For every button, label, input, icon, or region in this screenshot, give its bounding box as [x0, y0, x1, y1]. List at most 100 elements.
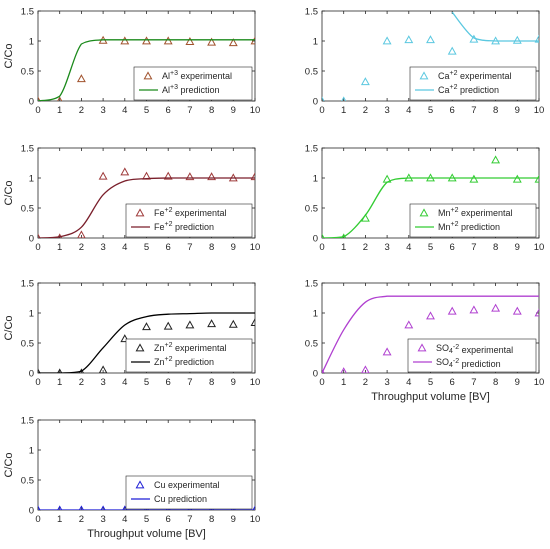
chart-panel-lower-left: 0 0.5 1 1.5 0 1 2 3 4 5 6 7 8 9 10 C/Co Zn+2 experimenta… [3, 279, 260, 389]
x-tick-label: 5 [144, 377, 149, 388]
y-tick-label: 0 [29, 234, 34, 245]
x-tick-label: 10 [250, 377, 261, 388]
x-tick-label: 7 [471, 242, 476, 253]
x-tick-label: 8 [493, 105, 498, 116]
prediction-line [322, 295, 539, 373]
experimental-point [207, 37, 217, 46]
x-tick-label: 2 [363, 377, 368, 388]
experimental-point [142, 322, 151, 331]
x-tick-label: 4 [122, 377, 127, 388]
x-tick-label: 5 [428, 377, 433, 388]
experimental-point [57, 96, 63, 101]
legend-entry-label: Mn+2 prediction [438, 221, 500, 232]
experimental-point [534, 34, 539, 43]
x-tick-label: 6 [450, 377, 455, 388]
legend-entry-label: Ca+2 prediction [438, 84, 499, 95]
experimental-point [426, 35, 435, 44]
x-tick-label: 1 [57, 377, 62, 388]
y-tick-label: 1 [313, 37, 318, 48]
experimental-point [512, 174, 522, 183]
experimental-point [98, 365, 108, 373]
x-tick-label: 5 [144, 242, 149, 253]
y-tick-label: 0.5 [305, 204, 318, 215]
experimental-point [404, 35, 414, 44]
x-tick-label: 2 [79, 105, 84, 116]
experimental-point [404, 320, 414, 329]
y-tick-label: 0 [313, 97, 318, 108]
x-tick-label: 6 [166, 242, 171, 253]
x-tick-label: 0 [35, 242, 40, 253]
chart-panel-top-left: 0 0.5 1 1.5 0 1 2 3 4 5 6 7 8 9 10 C/Co Al+3 experimenta… [3, 7, 260, 117]
experimental-point [76, 74, 86, 83]
x-tick-label: 0 [35, 377, 40, 388]
legend-entry-label: Zn+2 prediction [154, 356, 214, 367]
experimental-point [512, 306, 522, 315]
experimental-point [120, 36, 130, 45]
experimental-point [163, 321, 173, 330]
x-tick-label: 6 [450, 242, 455, 253]
x-tick-label: 1 [57, 242, 62, 253]
legend-entry-label: SO4-2 experimental [436, 343, 513, 355]
x-tick-label: 8 [209, 514, 214, 525]
y-tick-label: 0.5 [21, 67, 34, 78]
x-tick-label: 3 [384, 105, 389, 116]
x-tick-label: 10 [250, 514, 261, 525]
prediction-line [38, 39, 255, 101]
experimental-point [120, 167, 130, 176]
experimental-point [534, 308, 539, 317]
x-tick-label: 6 [450, 105, 455, 116]
y-tick-label: 0 [313, 369, 318, 380]
experimental-point [250, 36, 255, 45]
x-tick-label: 7 [471, 105, 476, 116]
experimental-point [382, 36, 392, 45]
x-tick-label: 10 [250, 242, 261, 253]
x-tick-label: 0 [319, 105, 324, 116]
x-tick-label: 7 [187, 377, 192, 388]
y-tick-label: 0.5 [21, 339, 34, 350]
legend-entry-label: Cu prediction [154, 494, 207, 504]
legend-box [125, 475, 253, 510]
x-tick-label: 1 [341, 242, 346, 253]
y-tick-label: 1 [29, 37, 34, 48]
y-tick-label: 0.5 [21, 204, 34, 215]
legend-marker-swatch [135, 343, 145, 352]
x-tick-label: 2 [363, 242, 368, 253]
y-tick-label: 0.5 [305, 339, 318, 350]
experimental-point [469, 305, 479, 314]
x-tick-label: 3 [100, 105, 105, 116]
experimental-point [534, 174, 539, 183]
experimental-point [120, 334, 130, 343]
legend-marker-swatch [417, 343, 427, 352]
x-tick-label: 3 [384, 377, 389, 388]
legend: Cu experimental Cu prediction [125, 475, 253, 510]
legend-entry-label: Fe+2 experimental [154, 207, 227, 218]
y-tick-label: 1.5 [305, 144, 318, 155]
legend-entry-label: Ca+2 experimental [438, 70, 512, 81]
y-tick-label: 0.5 [305, 67, 318, 78]
experimental-point [491, 303, 501, 312]
y-axis-label: C/Co [3, 180, 15, 205]
experimental-point [361, 365, 370, 373]
x-tick-label: 4 [406, 377, 411, 388]
x-tick-label: 9 [231, 242, 236, 253]
legend-box [409, 66, 537, 101]
x-tick-label: 8 [209, 377, 214, 388]
experimental-point [340, 367, 347, 373]
experimental-point [360, 77, 370, 86]
experimental-point [250, 317, 255, 326]
legend-box [133, 66, 253, 101]
experimental-point [512, 35, 522, 44]
x-tick-label: 4 [122, 105, 127, 116]
x-tick-label: 2 [79, 377, 84, 388]
x-tick-label: 9 [515, 105, 520, 116]
x-tick-label: 10 [534, 377, 545, 388]
x-tick-label: 4 [406, 105, 411, 116]
y-tick-label: 1.5 [21, 7, 34, 18]
y-tick-label: 0 [313, 234, 318, 245]
experimental-point [322, 96, 325, 101]
x-tick-label: 7 [187, 242, 192, 253]
y-axis-label: C/Co [3, 452, 15, 477]
experimental-point [447, 46, 457, 55]
x-tick-label: 0 [319, 377, 324, 388]
x-tick-label: 3 [384, 242, 389, 253]
